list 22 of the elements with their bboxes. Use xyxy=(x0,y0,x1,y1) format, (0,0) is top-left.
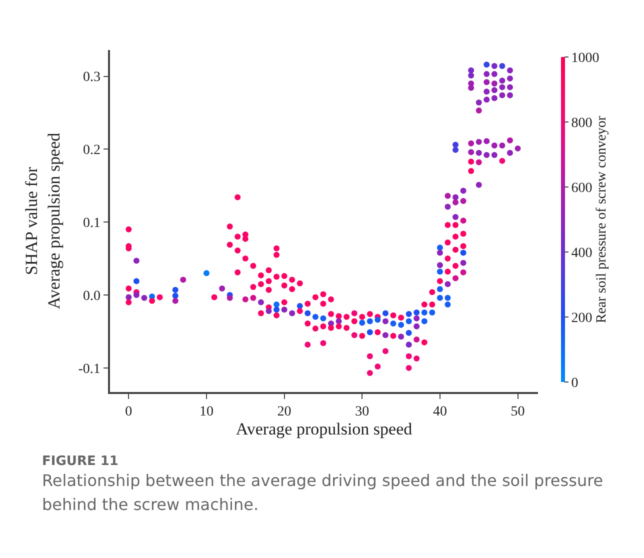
y-tick-label: 0.3 xyxy=(82,70,100,86)
color-bar-title: Rear soil pressure of screw conveyor xyxy=(594,116,610,324)
x-tick-label: 50 xyxy=(510,404,525,420)
y-tick-label: 0.1 xyxy=(82,216,100,231)
color-bar-label: 600 xyxy=(571,180,592,196)
caption: FIGURE 11 xyxy=(42,454,120,469)
color-bar-label: 200 xyxy=(571,310,592,326)
y-tick-label: 0.0 xyxy=(82,288,100,304)
x-tick-label: 30 xyxy=(355,404,370,420)
x-tick-label: 0 xyxy=(125,404,132,420)
x-tick-label: 20 xyxy=(277,404,292,420)
x-tick-label: 10 xyxy=(199,404,214,420)
color-bar-label: 1000 xyxy=(571,50,600,66)
y-tick-label: -0.1 xyxy=(78,362,100,377)
color-bar-label: 400 xyxy=(571,246,592,261)
y-axis-title: SHAP value for Average propulsion speed xyxy=(22,132,64,310)
color-bar-label: 0 xyxy=(571,376,578,391)
text: Relationship between the average driving speed and the soil pressure behind the screw machine. xyxy=(42,470,604,516)
color-bar-label: 800 xyxy=(571,116,592,131)
x-axis-title: Average propulsion speed xyxy=(236,420,413,439)
x-tick-label: 40 xyxy=(432,404,447,420)
y-tick-label: 0.2 xyxy=(82,143,100,158)
